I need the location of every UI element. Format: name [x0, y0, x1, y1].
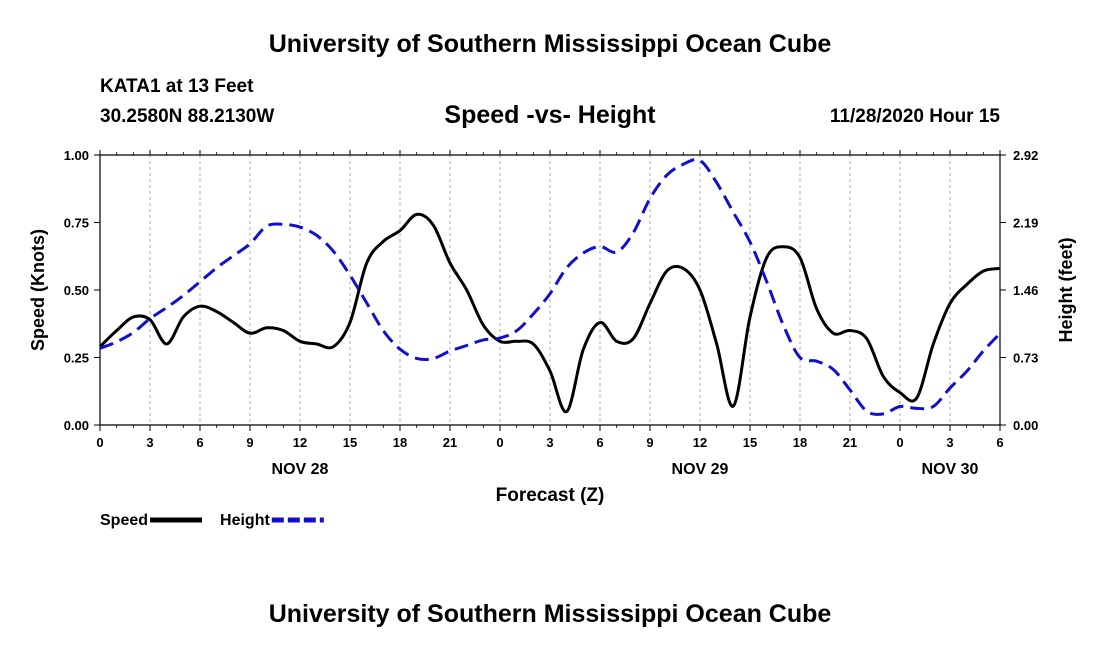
station-coordinates: 30.2580N 88.2130W — [100, 106, 275, 127]
day-label: NOV 30 — [922, 461, 979, 478]
y2-tick-label: 2.19 — [1013, 216, 1038, 231]
legend-label-speed: Speed — [100, 512, 148, 529]
x-tick-label: 3 — [146, 435, 153, 450]
x-tick-label: 3 — [546, 435, 553, 450]
y2-tick-label: 2.92 — [1013, 148, 1038, 163]
x-tick-label: 12 — [293, 435, 307, 450]
day-label: NOV 28 — [272, 461, 329, 478]
x-tick-label: 9 — [646, 435, 653, 450]
x-tick-label: 18 — [393, 435, 407, 450]
x-tick-label: 21 — [443, 435, 457, 450]
day-label: NOV 29 — [672, 461, 729, 478]
station-label: KATA1 at 13 Feet — [100, 76, 254, 97]
footer-title: University of Southern Mississippi Ocean… — [268, 600, 832, 628]
x-axis-title: Forecast (Z) — [496, 485, 605, 506]
page-title: University of Southern Mississippi Ocean… — [268, 30, 832, 58]
legend-label-height: Height — [220, 512, 270, 529]
y-axis-title: Speed (Knots) — [28, 229, 48, 351]
x-tick-label: 12 — [693, 435, 707, 450]
x-tick-label: 6 — [996, 435, 1003, 450]
x-tick-label: 18 — [793, 435, 807, 450]
y2-tick-label: 0.73 — [1013, 351, 1038, 366]
y2-tick-label: 1.46 — [1013, 283, 1038, 298]
series-line-speed — [98, 212, 1001, 414]
y2-tick-label: 0.00 — [1013, 418, 1038, 433]
x-tick-label: 0 — [496, 435, 503, 450]
x-tick-label: 21 — [843, 435, 857, 450]
y-tick-label: 1.00 — [64, 148, 89, 163]
y2-axis-title: Height (feet) — [1056, 238, 1076, 343]
x-tick-label: 0 — [96, 435, 103, 450]
x-tick-label: 3 — [946, 435, 953, 450]
x-tick-label: 9 — [246, 435, 253, 450]
y-tick-label: 0.25 — [64, 351, 89, 366]
x-tick-label: 15 — [743, 435, 757, 450]
y-tick-label: 0.75 — [64, 216, 89, 231]
x-tick-label: 0 — [896, 435, 903, 450]
x-tick-label: 6 — [196, 435, 203, 450]
chart-title: Speed -vs- Height — [444, 101, 656, 129]
x-tick-label: 15 — [343, 435, 357, 450]
series-line-height — [99, 157, 1002, 416]
y-tick-label: 0.00 — [64, 418, 89, 433]
forecast-datetime: 11/28/2020 Hour 15 — [829, 106, 1000, 127]
y-tick-label: 0.50 — [64, 283, 89, 298]
x-tick-label: 6 — [596, 435, 603, 450]
